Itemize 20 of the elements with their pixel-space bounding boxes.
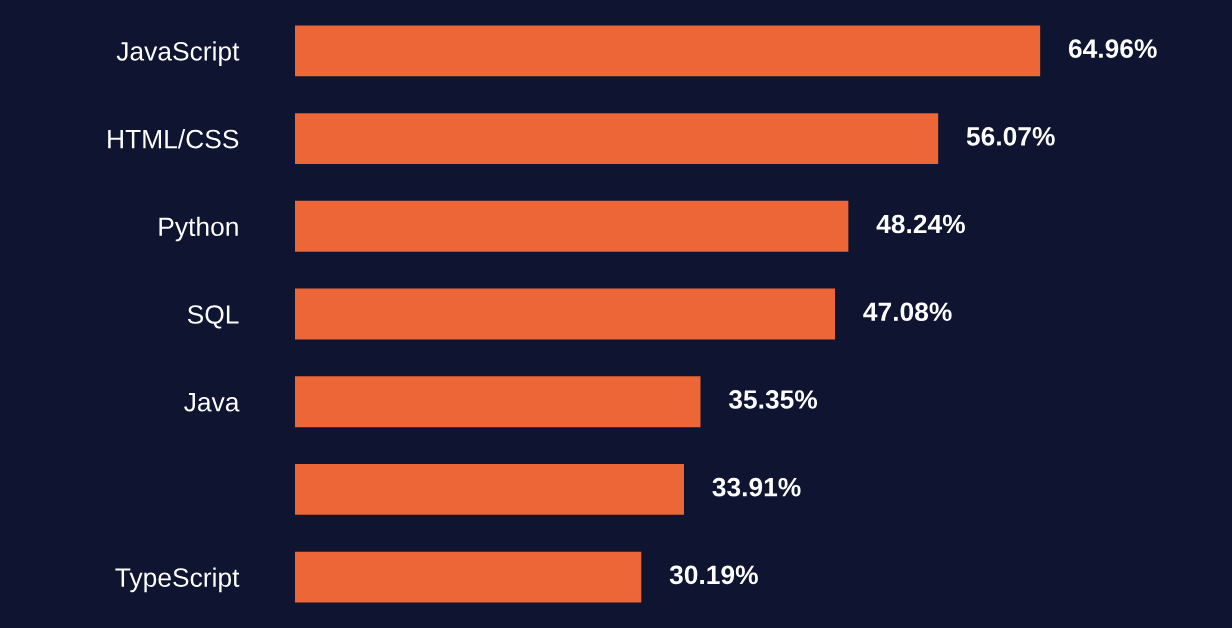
data-label: 48.24% [876,214,965,234]
data-label: 47.08% [863,302,952,322]
bar [295,288,836,340]
y-tick-label: JavaScript [116,41,240,66]
bar [295,376,701,428]
data-label: 64.96% [1068,39,1157,58]
bar [295,25,1041,77]
data-label: 30.19% [669,565,758,585]
bar [295,463,684,515]
y-tick-label: HTML/CSS [108,129,239,149]
y-tick-label: Java [184,393,240,412]
data-label: 56.07% [966,126,1055,146]
y-tick-label: TypeScript [115,567,240,593]
bar [295,551,642,603]
bar [295,113,939,165]
data-label: 35.35% [728,390,818,409]
bar [295,200,849,252]
y-tick-label: Python [159,216,238,242]
data-label: 33.91% [712,477,801,497]
y-tick-label: SQL [187,305,239,329]
